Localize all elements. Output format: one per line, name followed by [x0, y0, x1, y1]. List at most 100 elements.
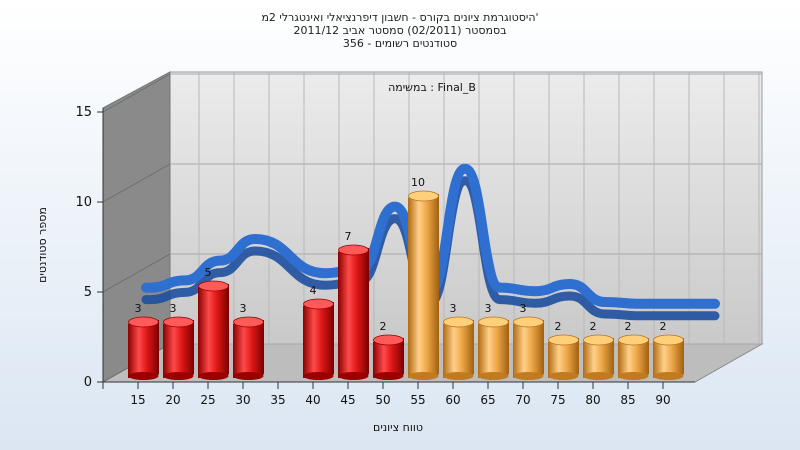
data-label-15: 3 [135, 302, 142, 315]
bar-25 [198, 280, 229, 380]
bar-body [198, 284, 229, 378]
y-axis-ticks: 0 5 10 15 [75, 105, 103, 390]
bar-cap [233, 316, 264, 328]
data-label-65: 3 [485, 302, 492, 315]
bar-base [128, 372, 159, 380]
bar-90 [653, 334, 684, 380]
x-tick-label: 20 [165, 393, 180, 407]
bars [128, 190, 684, 380]
x-tick-label: 75 [550, 393, 565, 407]
task-annotation: במשימה : Final_B [388, 81, 476, 94]
y-tick-label: 0 [84, 375, 92, 390]
bar-65 [478, 316, 509, 380]
data-label-50: 2 [380, 320, 387, 333]
bar-body [163, 320, 194, 378]
bar-base [443, 372, 474, 380]
title-line-1: היסטוגרמת ציונים בקורס - חשבון דיפרנציאל… [261, 11, 538, 24]
x-tick-label: 85 [620, 393, 635, 407]
data-label-45: 7 [345, 230, 352, 243]
gridline-side [102, 253, 171, 293]
title-line-2: בסמסטר (02/2011) סמסטר אביב 2011/12 [293, 24, 506, 37]
x-tick-label: 35 [270, 393, 285, 407]
bar-base [373, 372, 404, 380]
x-tick-label: 40 [305, 393, 320, 407]
bar-15 [128, 316, 159, 380]
bar-body [303, 302, 334, 378]
bar-base [653, 372, 684, 380]
bar-20 [163, 316, 194, 380]
bar-cap [338, 244, 369, 256]
data-label-40: 4 [310, 284, 317, 297]
data-label-75: 2 [555, 320, 562, 333]
bar-50 [373, 334, 404, 380]
bar-cap [583, 334, 614, 346]
x-axis-label: טווח ציונים [373, 421, 423, 434]
data-label-30: 3 [240, 302, 247, 315]
x-tick-label: 80 [585, 393, 600, 407]
data-label-80: 2 [590, 320, 597, 333]
data-label-85: 2 [625, 320, 632, 333]
y-axis-label: מספר סטודנטים [36, 207, 49, 283]
bar-base [548, 372, 579, 380]
bar-base [583, 372, 614, 380]
gridline-side [102, 163, 171, 203]
bar-body [583, 338, 614, 378]
x-tick-label: 50 [375, 393, 390, 407]
bar-cap [443, 316, 474, 328]
bar-body [128, 320, 159, 378]
bar-cap [198, 280, 229, 292]
data-label-70: 3 [520, 302, 527, 315]
data-label-55: 10 [411, 176, 425, 189]
x-tick-label: 45 [340, 393, 355, 407]
data-label-60: 3 [450, 302, 457, 315]
bar-base [233, 372, 264, 380]
y-tick-label: 5 [84, 285, 92, 300]
bar-70 [513, 316, 544, 380]
x-tick-label: 65 [480, 393, 495, 407]
bar-cap [478, 316, 509, 328]
bar-cap [128, 316, 159, 328]
y-tick-label: 10 [75, 195, 92, 210]
title-line-3: סטודנטים רשומים - 356 [343, 37, 457, 50]
x-tick-label: 60 [445, 393, 460, 407]
bar-cap [408, 190, 439, 202]
chart-title: היסטוגרמת ציונים בקורס - חשבון דיפרנציאל… [261, 11, 538, 50]
bar-body [618, 338, 649, 378]
bar-body [233, 320, 264, 378]
x-tick-label: 15 [130, 393, 145, 407]
bar-base [618, 372, 649, 380]
bar-body [443, 320, 474, 378]
bar-base [198, 372, 229, 380]
data-label-25: 5 [205, 266, 212, 279]
bar-body [408, 194, 439, 378]
bar-body [478, 320, 509, 378]
x-tick-label: 90 [655, 393, 670, 407]
bar-cap [618, 334, 649, 346]
bar-body [373, 338, 404, 378]
x-tick-label: 55 [410, 393, 425, 407]
bar-base [513, 372, 544, 380]
bar-30 [233, 316, 264, 380]
bar-cap [373, 334, 404, 346]
bar-base [338, 372, 369, 380]
bar-85 [618, 334, 649, 380]
bar-body [653, 338, 684, 378]
bar-55 [408, 190, 439, 380]
bar-60 [443, 316, 474, 380]
bar-cap [513, 316, 544, 328]
bar-base [408, 372, 439, 380]
y-tick-label: 15 [75, 105, 92, 120]
data-label-90: 2 [660, 320, 667, 333]
bar-45 [338, 244, 369, 380]
bar-cap [653, 334, 684, 346]
bar-body [338, 248, 369, 378]
bar-cap [303, 298, 334, 310]
x-axis-ticks: 15 20 25 30 35 40 45 50 55 60 65 70 75 80 85 90 [102, 382, 671, 407]
bar-base [303, 372, 334, 380]
x-tick-label: 70 [515, 393, 530, 407]
bar-80 [583, 334, 614, 380]
bar-40 [303, 298, 334, 380]
bar-cap [163, 316, 194, 328]
data-label-20: 3 [170, 302, 177, 315]
